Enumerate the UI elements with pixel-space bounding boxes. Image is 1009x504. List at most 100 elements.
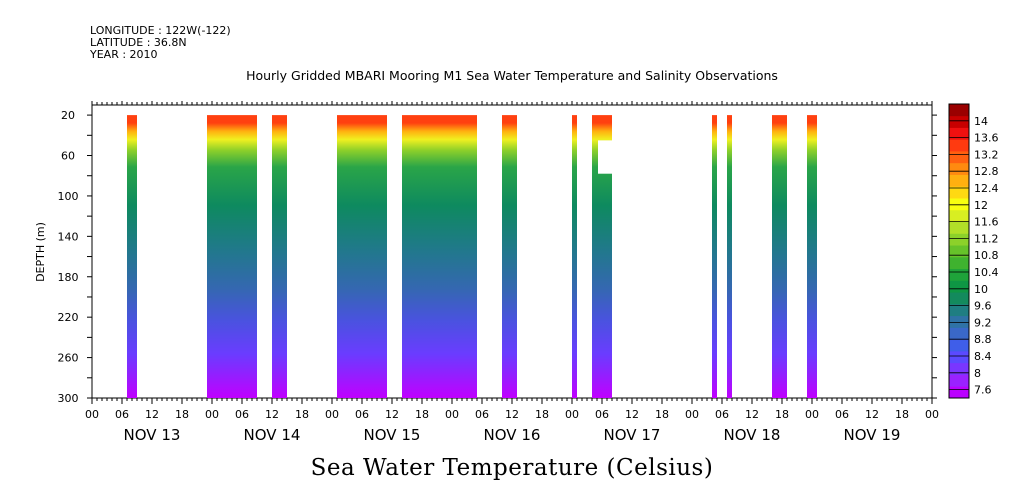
- x-tick-label: 06: [835, 408, 849, 421]
- colorbar-label: 12: [974, 199, 988, 212]
- x-tick-label: 12: [385, 408, 399, 421]
- y-tick-label: 300: [58, 392, 79, 405]
- colorbar-label: 9.6: [974, 300, 992, 313]
- x-day-label: NOV 14: [244, 426, 301, 444]
- colorbar-label: 12.4: [974, 182, 999, 195]
- x-tick-label: 06: [475, 408, 489, 421]
- x-tick-label: 00: [805, 408, 819, 421]
- x-tick-label: 18: [535, 408, 549, 421]
- x-tick-label: 18: [775, 408, 789, 421]
- colorbar-swatch: [949, 139, 969, 152]
- x-tick-label: 06: [355, 408, 369, 421]
- x-tick-label: 06: [115, 408, 129, 421]
- data-segment: [402, 115, 477, 398]
- colorbar-label: 8.8: [974, 333, 992, 346]
- x-tick-label: 12: [865, 408, 879, 421]
- chart-caption: Sea Water Temperature (Celsius): [311, 455, 714, 481]
- data-segment: [272, 115, 287, 398]
- x-tick-label: 00: [685, 408, 699, 421]
- x-tick-label: 18: [415, 408, 429, 421]
- y-tick-label: 20: [61, 109, 75, 122]
- colorbar-label: 9.2: [974, 316, 992, 329]
- x-tick-label: 12: [625, 408, 639, 421]
- colorbar-swatch: [949, 174, 969, 187]
- x-tick-label: 18: [655, 408, 669, 421]
- x-tick-label: 18: [295, 408, 309, 421]
- colorbar-swatch: [949, 374, 969, 387]
- colorbar-swatch: [949, 292, 969, 305]
- colorbar-swatch: [949, 280, 969, 293]
- data-segment: [807, 115, 817, 398]
- colorbar-swatch: [949, 350, 969, 364]
- colorbar-swatch: [949, 386, 969, 399]
- colorbar-label: 11.2: [974, 232, 999, 245]
- x-tick-label: 18: [175, 408, 189, 421]
- colorbar-label: 8.4: [974, 350, 992, 363]
- y-tick-label: 180: [58, 271, 79, 284]
- colorbar-swatch: [949, 151, 969, 164]
- colorbar-label: 10: [974, 283, 988, 296]
- colorbar-label: 7.6: [974, 384, 992, 397]
- colorbar-swatch: [949, 104, 969, 117]
- x-tick-label: 18: [895, 408, 909, 421]
- x-tick-label: 00: [925, 408, 939, 421]
- x-tick-label: 00: [205, 408, 219, 421]
- colorbar-label: 8: [974, 367, 981, 380]
- colorbar-swatch: [949, 186, 969, 199]
- latitude-label: LATITUDE : 36.8N: [90, 36, 187, 49]
- chart-title: Hourly Gridded MBARI Mooring M1 Sea Wate…: [246, 68, 778, 83]
- colorbar-frame: [948, 103, 970, 399]
- colorbar-swatch: [949, 339, 969, 352]
- y-tick-label: 260: [58, 352, 79, 365]
- colorbar-swatch: [949, 127, 969, 140]
- x-day-label: NOV 19: [844, 426, 901, 444]
- colorbar-label: 11.6: [974, 216, 999, 229]
- colorbar-label: 10.8: [974, 249, 999, 262]
- x-tick-label: 06: [595, 408, 609, 421]
- x-tick-label: 00: [85, 408, 99, 421]
- data-segment: [502, 115, 517, 398]
- data-segment: [772, 115, 787, 398]
- colorbar-swatch: [949, 115, 969, 128]
- x-tick-label: 12: [265, 408, 279, 421]
- colorbar-swatch: [949, 245, 969, 258]
- x-day-label: NOV 17: [604, 426, 661, 444]
- colorbar-swatch: [949, 327, 969, 340]
- colorbar-swatch: [949, 209, 969, 222]
- colorbar-swatch: [949, 268, 969, 281]
- x-tick-label: 00: [565, 408, 579, 421]
- data-gap: [598, 140, 613, 174]
- colorbar-label: 10.4: [974, 266, 999, 279]
- data-segment: [572, 115, 577, 398]
- data-segment: [337, 115, 387, 398]
- x-tick-label: 00: [445, 408, 459, 421]
- y-tick-label: 140: [58, 230, 79, 243]
- colorbar-swatch: [949, 162, 969, 175]
- x-day-label: NOV 18: [724, 426, 781, 444]
- y-tick-label: 60: [61, 150, 75, 163]
- colorbar-swatch: [949, 256, 969, 270]
- x-tick-label: 00: [325, 408, 339, 421]
- colorbar-swatch: [949, 198, 969, 211]
- x-tick-label: 12: [505, 408, 519, 421]
- colorbar-swatch: [949, 303, 969, 317]
- colorbar-swatch: [949, 233, 969, 246]
- y-tick-label: 100: [58, 190, 79, 203]
- y-axis-label: DEPTH (m): [34, 222, 47, 282]
- data-segment: [127, 115, 137, 398]
- colorbar-swatch: [949, 315, 969, 328]
- x-tick-label: 06: [235, 408, 249, 421]
- colorbar-swatch: [949, 362, 969, 375]
- longitude-label: LONGITUDE : 122W(-122): [90, 24, 231, 37]
- colorbar-label: 13.2: [974, 148, 999, 161]
- data-segment: [712, 115, 717, 398]
- data-segment: [727, 115, 732, 398]
- colorbar-label: 12.8: [974, 165, 999, 178]
- x-day-label: NOV 16: [484, 426, 541, 444]
- data-segment: [207, 115, 257, 398]
- colorbar-swatch: [949, 221, 969, 234]
- data-segment: [592, 115, 612, 398]
- x-day-label: NOV 13: [124, 426, 181, 444]
- colorbar-label: 13.6: [974, 132, 999, 145]
